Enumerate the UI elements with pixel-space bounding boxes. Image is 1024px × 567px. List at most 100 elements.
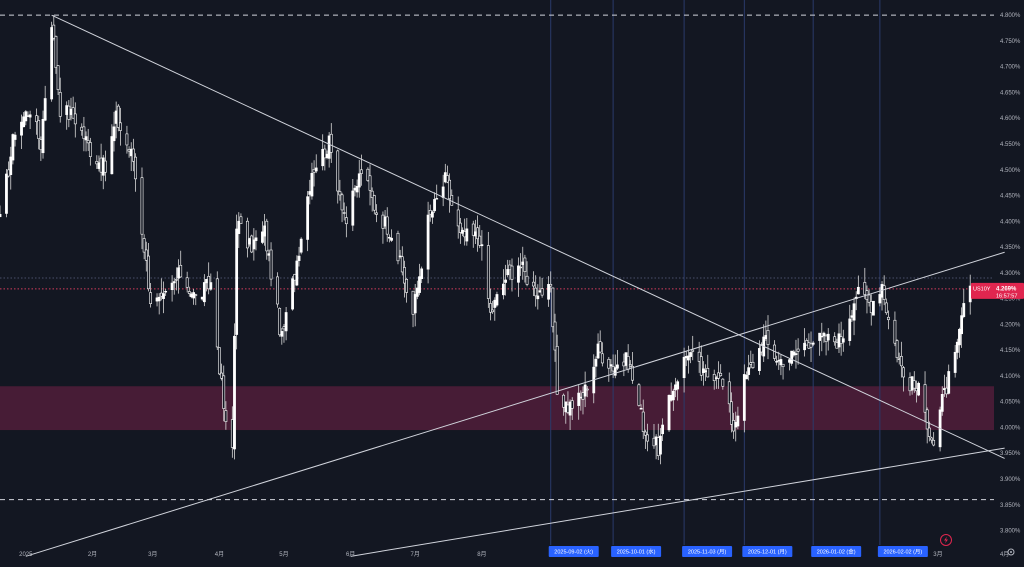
candle-body (239, 216, 243, 224)
candle (398, 249, 402, 259)
candle-body (323, 148, 327, 159)
candle-body (562, 394, 566, 408)
candle-body (486, 245, 490, 299)
trendlines-layer[interactable] (25, 14, 1005, 557)
candle (856, 275, 860, 295)
price-tick-label: 3.950% (1000, 451, 1021, 457)
candle-body (534, 287, 538, 297)
candles-layer (0, 15, 974, 465)
candle (794, 339, 798, 369)
candle (902, 366, 905, 392)
candle-body (495, 294, 499, 306)
price-tick-label: 4.400% (1000, 219, 1021, 225)
candle-body (570, 400, 574, 409)
candle (912, 371, 916, 393)
price-tick-label: 3.850% (1000, 503, 1021, 509)
candle-body (676, 381, 680, 390)
candle-body (809, 343, 813, 348)
candle (58, 77, 62, 123)
candle (344, 206, 348, 238)
candle-body (299, 238, 303, 253)
date-tag-background (682, 546, 733, 557)
candle (396, 230, 400, 265)
candle-body (747, 367, 751, 375)
candle (803, 328, 806, 357)
candle-body (157, 296, 161, 302)
candle (233, 323, 236, 460)
candle (699, 345, 703, 381)
candle-body (856, 286, 860, 295)
candle (607, 357, 611, 382)
candle (867, 289, 871, 307)
candle-body (125, 133, 129, 146)
time-tick-label: 2025 (19, 552, 33, 558)
candle-body (577, 392, 581, 406)
date-tag: 2026-01-02 (金) (811, 546, 862, 557)
candle (585, 386, 589, 398)
candle (390, 229, 393, 242)
candle (254, 230, 258, 251)
candle (796, 338, 800, 365)
time-tick-label: 5月 (279, 551, 288, 558)
price-tick-label: 4.550% (1000, 142, 1021, 148)
time-axis[interactable]: 2025 2月 3月 4月 5月 6月 7月 8月 3月 4月 (19, 551, 1009, 558)
gear-icon[interactable] (1007, 548, 1015, 556)
candle-body (609, 364, 613, 367)
candle (940, 386, 944, 416)
trendline[interactable] (350, 447, 1005, 557)
candle-body (5, 173, 8, 214)
candle (372, 194, 376, 215)
candle-body (342, 212, 346, 214)
candle (577, 385, 581, 420)
date-tag: 2025-10-01 (水) (611, 546, 662, 557)
candle (628, 359, 632, 368)
candle-body (194, 294, 198, 296)
candle (766, 315, 770, 360)
candle-body (555, 346, 559, 395)
candle-body (179, 264, 183, 278)
vertical-lines-layer (550, 0, 881, 545)
candle (269, 242, 273, 287)
candle (35, 108, 38, 135)
candle-body (551, 287, 555, 328)
candle (237, 212, 241, 248)
candle (222, 365, 226, 422)
candle (147, 243, 150, 292)
candle-body (822, 332, 826, 337)
zone-layer (0, 386, 994, 431)
candle (340, 192, 344, 223)
date-tag-label: 2025-11-03 (月) (688, 549, 727, 556)
candle (958, 327, 961, 358)
candle (110, 124, 114, 175)
price-axis[interactable]: 4.800% 4.750% 4.700% 4.650% 4.600% 4.550% 4.50… (1000, 13, 1021, 534)
candle (594, 356, 598, 378)
candle-body (811, 342, 815, 345)
trendline[interactable] (25, 251, 1005, 557)
price-tick-label: 4.250% (1000, 297, 1021, 303)
candle (218, 347, 221, 376)
candle-body (667, 394, 671, 431)
candle-body (585, 388, 589, 391)
candle-body (706, 368, 710, 378)
candle-body (413, 294, 417, 314)
candle-body (147, 255, 150, 290)
lightning-icon[interactable] (940, 534, 952, 546)
candle (730, 392, 733, 433)
candle (757, 340, 761, 375)
candle-body (245, 220, 249, 249)
candle (131, 138, 135, 172)
candle-body (52, 24, 56, 39)
candle-body (826, 333, 830, 341)
candle-body (215, 278, 219, 348)
candle-body (187, 291, 191, 294)
candle-body (598, 341, 602, 353)
candle-body (779, 359, 783, 366)
candle-body (185, 277, 189, 288)
candle (157, 293, 161, 315)
trendline[interactable] (51, 14, 1005, 459)
candle-body (144, 249, 148, 261)
candle-body (525, 275, 529, 285)
candle-body (355, 185, 359, 193)
